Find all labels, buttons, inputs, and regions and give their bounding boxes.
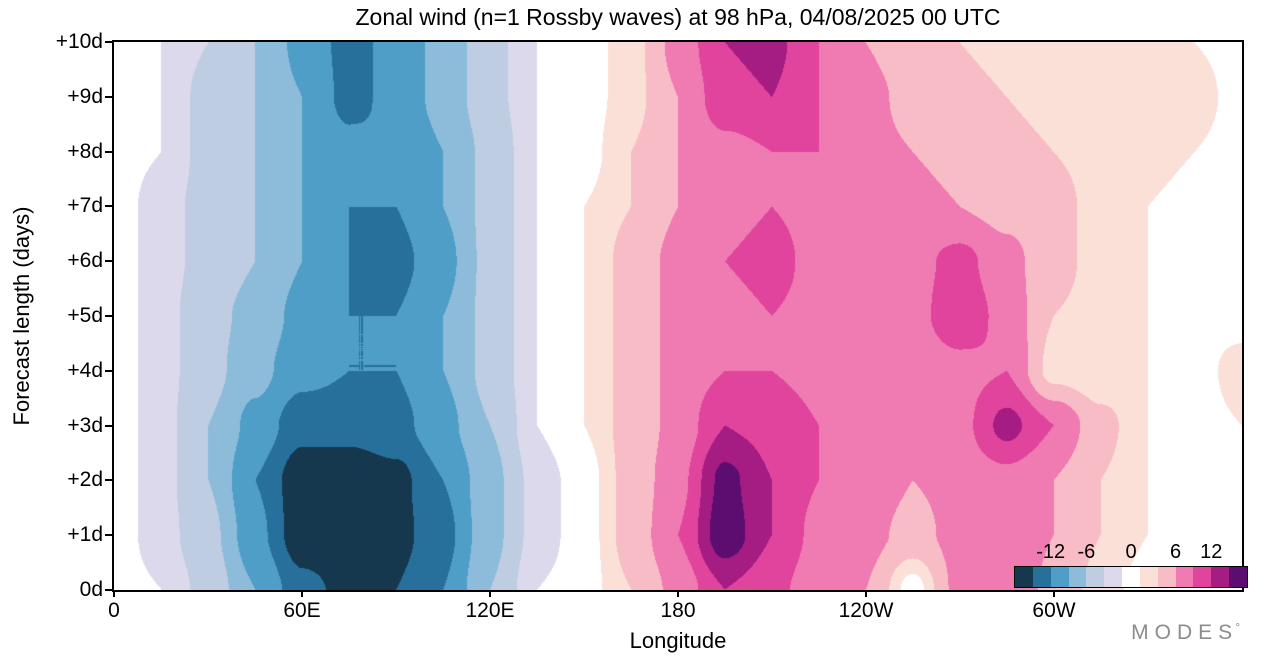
colorbar-segment — [1229, 567, 1247, 587]
y-tick-label: +1d — [67, 523, 103, 547]
x-tick-mark — [864, 590, 867, 597]
y-tick-label: +9d — [67, 84, 103, 108]
colorbar-tick-label: -12 — [1036, 541, 1066, 563]
colorbar-segment — [1193, 567, 1212, 587]
y-axis-label: Forecast length (days) — [9, 206, 34, 426]
colorbar-segment — [1068, 567, 1087, 587]
colorbar-segment — [1139, 567, 1158, 587]
y-tick-mark — [105, 315, 112, 317]
colorbar-segment — [1211, 567, 1230, 587]
colorbar-tick-label: 0 — [1125, 541, 1137, 563]
x-tick-mark — [488, 590, 491, 597]
colorbar-segment — [1175, 567, 1194, 587]
x-tick-mark — [113, 590, 115, 597]
x-tick-label: 0 — [108, 599, 120, 622]
contour-canvas — [114, 42, 1242, 590]
y-tick-label: +5d — [67, 304, 103, 327]
y-tick-label: +4d — [67, 358, 103, 382]
x-tick-label: 60E — [283, 599, 321, 622]
colorbar-segment — [1032, 567, 1051, 587]
y-tick-mark — [105, 95, 112, 98]
colorbar-tick-label: 12 — [1200, 541, 1223, 563]
x-tick-mark — [677, 590, 679, 597]
colorbar-segment — [1015, 567, 1033, 587]
y-tick-mark — [105, 534, 112, 537]
y-tick-label: +7d — [67, 194, 103, 218]
y-tick-mark — [105, 369, 112, 372]
y-tick-label: +2d — [67, 468, 103, 492]
colorbar-segment — [1157, 567, 1176, 587]
y-tick-label: +10d — [55, 30, 103, 53]
colorbar-segment — [1050, 567, 1069, 587]
x-tick-mark — [300, 590, 303, 597]
modes-logo-text: MODES — [1131, 621, 1239, 644]
x-tick-mark — [1053, 590, 1055, 597]
y-tick-mark — [105, 479, 112, 482]
modes-logo: MODES° — [1131, 620, 1240, 645]
x-tick-label: 180 — [660, 599, 696, 622]
y-tick-label: +3d — [67, 413, 103, 437]
x-axis-label: Longitude — [629, 628, 727, 653]
y-tick-mark — [105, 260, 112, 263]
colorbar-tick-label: -6 — [1077, 541, 1096, 563]
colorbar-tick-label: 6 — [1170, 541, 1182, 563]
y-tick-mark — [105, 205, 112, 208]
y-tick-mark — [105, 41, 112, 43]
y-tick-mark — [105, 424, 112, 427]
chart-title: Zonal wind (n=1 Rossby waves) at 98 hPa,… — [355, 4, 1001, 30]
plot-area: -12 -6 0 6 12 0 60E 120E 180 120W 60W 0d +1d +2d +3d +… — [56, 30, 1248, 622]
colorbar-segment — [1104, 567, 1123, 587]
degree-mark: ° — [1235, 620, 1240, 634]
x-tick-label: 60W — [1032, 599, 1076, 622]
y-tick-mark — [105, 589, 112, 591]
y-tick-mark — [105, 150, 112, 153]
colorbar-segment — [1122, 567, 1140, 587]
y-tick-label: +8d — [67, 139, 103, 163]
x-tick-label: 120E — [465, 599, 515, 622]
y-tick-label: +6d — [67, 249, 103, 273]
colorbar: -12 -6 0 6 12 — [1014, 541, 1248, 588]
colorbar-segment — [1086, 567, 1105, 587]
y-tick-label: 0d — [79, 578, 103, 601]
x-tick-label: 120W — [838, 599, 894, 622]
